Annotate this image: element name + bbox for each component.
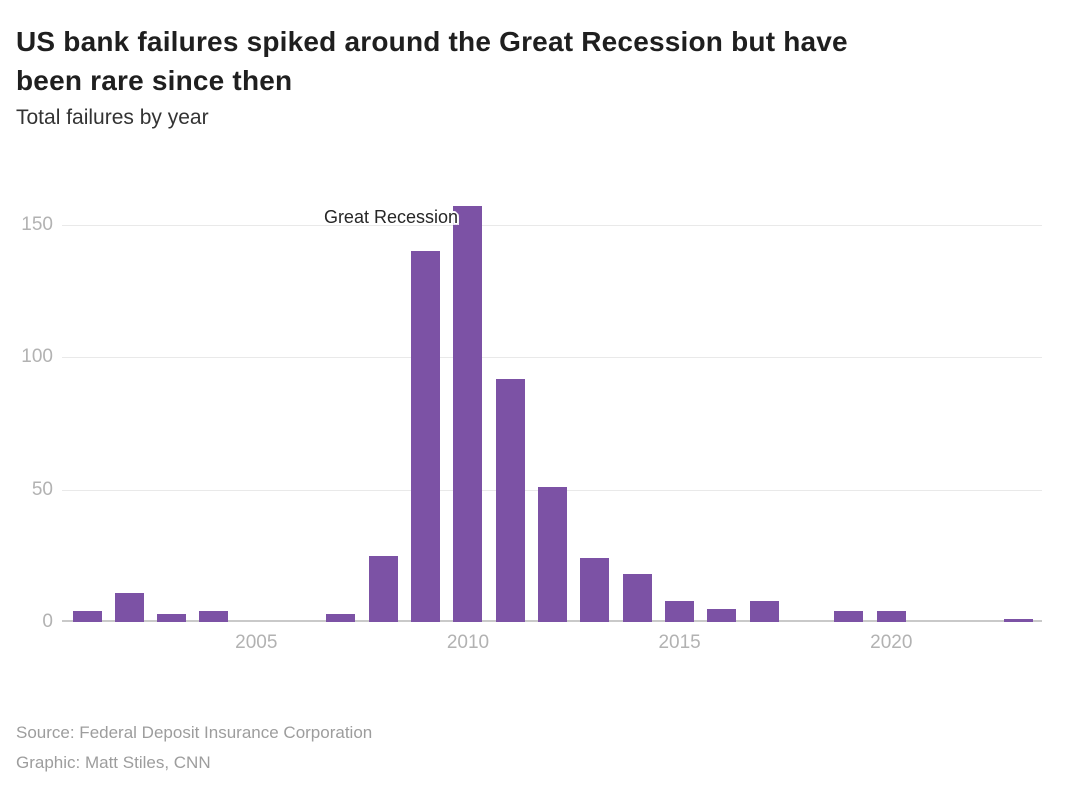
bar-2019 <box>834 611 864 622</box>
x-axis-label-2010: 2010 <box>446 632 490 653</box>
gridline-100 <box>62 357 1042 359</box>
bar-2014 <box>622 574 652 622</box>
gridline-150 <box>62 225 1042 226</box>
y-axis-label-0: 0 <box>42 611 53 632</box>
y-axis-label-150: 150 <box>21 214 53 235</box>
chart-subtitle: Total failures by year <box>16 106 209 129</box>
bar-2004 <box>199 611 229 622</box>
chart-title-line2: been rare since then <box>16 65 293 96</box>
source-line: Source: Federal Deposit Insurance Corpor… <box>16 723 373 742</box>
bar-2008 <box>368 556 398 622</box>
y-axis-label-100: 100 <box>21 346 53 368</box>
bar-2023 <box>1003 619 1033 622</box>
bar-2009 <box>411 251 441 622</box>
bar-2001 <box>72 611 102 622</box>
bar-2020 <box>876 611 906 622</box>
chart-footer: Source: Federal Deposit Insurance Corpor… <box>16 718 372 778</box>
bar-2017 <box>749 601 779 622</box>
x-axis-label-2005: 2005 <box>235 632 278 653</box>
bar-2002 <box>114 593 144 622</box>
y-axis-label-50: 50 <box>31 478 53 500</box>
credit-line: Graphic: Matt Stiles, CNN <box>16 753 211 772</box>
bar-2007 <box>326 614 356 622</box>
chart-title-line1: US bank failures spiked around the Great… <box>16 26 848 57</box>
bar-2013 <box>580 558 610 622</box>
x-axis-label-2015: 2015 <box>658 632 701 653</box>
x-axis-label-2020: 2020 <box>870 632 913 653</box>
bar-2016 <box>707 609 737 622</box>
bar-2015 <box>665 601 695 622</box>
bar-2011 <box>495 379 525 622</box>
annotation-great-recession: Great Recession <box>323 207 458 227</box>
bar-2012 <box>538 487 568 622</box>
chart-title: US bank failures spiked around the Great… <box>16 22 848 100</box>
bar-2003 <box>157 614 187 622</box>
bar-2010 <box>453 206 483 622</box>
